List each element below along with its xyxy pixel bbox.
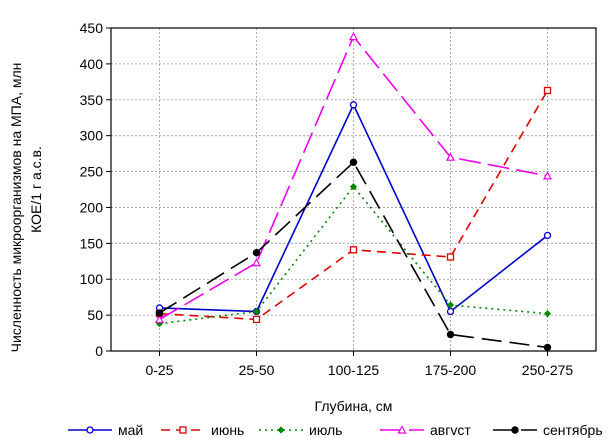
series-line — [159, 185, 548, 325]
data-point — [252, 248, 261, 257]
data-point — [154, 314, 165, 324]
y-tick-label: 400 — [80, 56, 104, 72]
y-axis-title-line-1: Численность микроорганизмов на МПА, млн — [8, 63, 24, 353]
legend-item: авгvст — [380, 422, 471, 438]
data-point — [252, 315, 261, 324]
series-group — [154, 31, 553, 352]
y-tick-label: 50 — [87, 307, 103, 323]
y-tick-label: 100 — [80, 271, 104, 287]
x-tick-label: 250-275 — [522, 362, 574, 378]
legend-label: сентябрь — [543, 422, 603, 438]
x-axis-title: Глубина, см — [315, 398, 393, 414]
data-point — [155, 309, 164, 317]
x-tick-label: 175-200 — [425, 362, 477, 378]
y-tick-label: 350 — [80, 92, 104, 108]
y-tick-label: 150 — [80, 235, 104, 251]
y-axis-title-line-2: КОЕ/1 г а.с.в. — [28, 146, 44, 233]
series-3 — [155, 183, 552, 328]
data-point — [349, 183, 358, 191]
legend-item: май — [68, 422, 143, 438]
legend-swatch-marker — [511, 426, 519, 434]
x-axis: 0-25 25-50 100-125 175-200 250-275 — [145, 351, 573, 378]
data-point — [251, 257, 262, 267]
data-point — [446, 330, 455, 339]
data-point — [252, 307, 261, 316]
data-point — [445, 152, 456, 161]
y-axis: 0 50 100 150 200 250 300 350 400 450 — [80, 20, 111, 359]
data-point — [543, 310, 552, 318]
y-tick-label: 0 — [95, 343, 103, 359]
legend-label: июль — [309, 422, 342, 438]
data-point — [348, 31, 359, 41]
legend-swatch-marker — [277, 426, 285, 434]
data-point — [543, 343, 552, 352]
legend-label: авгvст — [430, 422, 471, 438]
legend-item: июль — [259, 422, 342, 438]
y-tick-label: 200 — [80, 199, 104, 215]
data-point — [542, 171, 553, 180]
x-tick-label: 0-25 — [145, 362, 173, 378]
data-point — [543, 231, 552, 240]
legend-item: июнь — [161, 422, 244, 438]
data-point — [349, 101, 358, 109]
data-point — [446, 253, 455, 261]
legend: май июнь июль авгvст сентябрь — [68, 422, 603, 438]
series-5 — [155, 158, 552, 352]
y-tick-label: 450 — [80, 20, 104, 36]
legend-swatch-marker — [397, 425, 407, 434]
series-4 — [154, 31, 553, 324]
x-tick-label: 25-50 — [239, 362, 275, 378]
data-point — [349, 246, 358, 254]
data-point — [349, 158, 358, 166]
data-point — [543, 86, 552, 95]
legend-item: сентябрь — [493, 422, 603, 438]
y-tick-label: 250 — [80, 164, 104, 180]
legend-label: июнь — [211, 422, 244, 438]
grid — [111, 28, 596, 351]
x-tick-label: 100-125 — [328, 362, 380, 378]
series-line — [159, 160, 548, 349]
y-tick-label: 300 — [80, 128, 104, 144]
data-point — [446, 301, 455, 309]
legend-swatch-marker — [86, 426, 94, 434]
data-point — [446, 307, 455, 316]
legend-label: май — [118, 422, 143, 438]
legend-swatch-marker — [179, 426, 187, 434]
